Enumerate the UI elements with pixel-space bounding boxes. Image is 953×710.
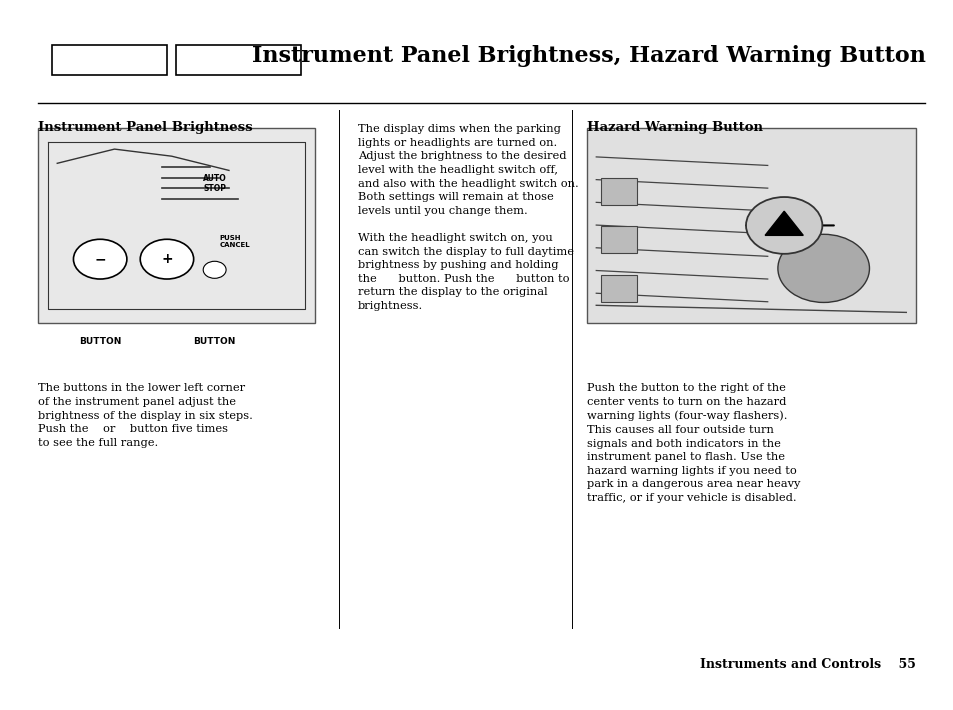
Circle shape [73,239,127,279]
Circle shape [777,234,868,302]
Circle shape [140,239,193,279]
Bar [176,45,300,75]
Text: −: − [94,252,106,266]
Text: Push the button to the right of the
center vents to turn on the hazard
warning l: Push the button to the right of the cent… [586,383,800,503]
Circle shape [745,197,821,253]
Bar [600,275,637,302]
Polygon shape [764,211,802,235]
Text: BUTTON: BUTTON [193,337,235,346]
Bar [600,178,637,205]
Bar [586,128,915,323]
Text: Hazard Warning Button: Hazard Warning Button [586,121,761,133]
Text: Instruments and Controls    55: Instruments and Controls 55 [700,658,915,671]
Bar [38,128,314,323]
Text: BUTTON: BUTTON [79,337,121,346]
Circle shape [203,261,226,278]
Text: The display dims when the parking
lights or headlights are turned on.
Adjust the: The display dims when the parking lights… [357,124,578,311]
Text: PUSH
CANCEL: PUSH CANCEL [219,235,250,248]
Bar [600,226,637,253]
Bar [52,45,167,75]
Text: Instrument Panel Brightness: Instrument Panel Brightness [38,121,253,133]
Text: The buttons in the lower left corner
of the instrument panel adjust the
brightne: The buttons in the lower left corner of … [38,383,253,448]
Text: Instrument Panel Brightness, Hazard Warning Button: Instrument Panel Brightness, Hazard Warn… [252,45,924,67]
Text: +: + [161,252,172,266]
Text: AUTO
STOP: AUTO STOP [203,174,226,193]
